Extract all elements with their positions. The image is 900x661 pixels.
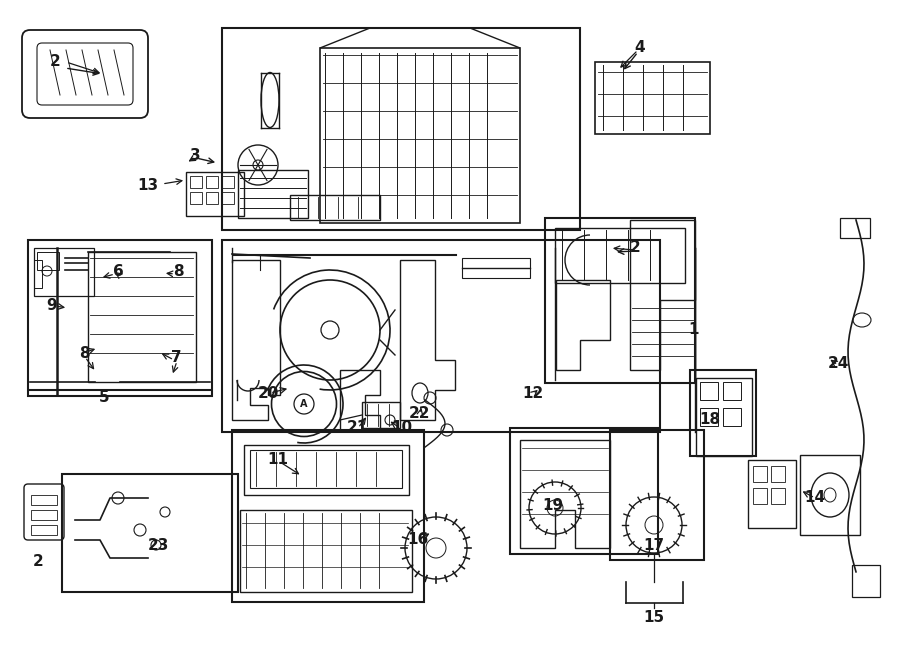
Bar	[232, 430, 424, 602]
Text: 9: 9	[47, 297, 58, 313]
Bar	[28, 240, 212, 396]
Bar	[34, 260, 42, 288]
Bar	[840, 218, 870, 238]
Bar	[696, 378, 752, 456]
Text: 5: 5	[99, 391, 109, 405]
Bar	[222, 176, 234, 188]
Bar	[222, 192, 234, 204]
Bar	[88, 252, 196, 382]
Bar	[190, 176, 202, 188]
Text: 21: 21	[346, 420, 367, 436]
Text: 15: 15	[644, 611, 664, 625]
Bar	[244, 445, 409, 495]
Bar	[290, 195, 380, 220]
Bar	[545, 218, 695, 383]
Bar	[700, 408, 718, 426]
Bar	[555, 228, 685, 283]
Text: 4: 4	[634, 40, 645, 56]
Bar	[206, 192, 218, 204]
Bar	[250, 450, 402, 488]
Bar	[723, 382, 741, 400]
Text: 14: 14	[805, 490, 825, 506]
Bar	[31, 510, 57, 520]
Bar	[31, 525, 57, 535]
Bar	[771, 488, 785, 504]
Bar	[206, 176, 218, 188]
Bar	[595, 62, 710, 134]
Bar	[723, 408, 741, 426]
Bar	[320, 48, 520, 223]
Bar	[462, 258, 530, 278]
Bar	[700, 382, 718, 400]
Bar	[362, 402, 400, 428]
Bar	[62, 474, 238, 592]
Bar	[222, 28, 580, 230]
Text: A: A	[301, 399, 308, 409]
Text: 22: 22	[410, 407, 431, 422]
Text: 8: 8	[78, 346, 89, 360]
Text: 13: 13	[138, 178, 158, 192]
Bar	[510, 428, 658, 554]
Bar	[34, 248, 94, 296]
Bar	[748, 460, 796, 528]
Text: 19: 19	[543, 498, 563, 512]
Bar	[238, 170, 308, 218]
Bar	[190, 192, 202, 204]
Text: 17: 17	[644, 537, 664, 553]
Bar	[753, 488, 767, 504]
Text: 18: 18	[699, 412, 721, 428]
Text: 23: 23	[148, 539, 168, 553]
Text: 1: 1	[688, 323, 699, 338]
Bar	[852, 565, 880, 597]
Text: 3: 3	[190, 147, 201, 163]
Text: 24: 24	[827, 356, 849, 371]
Text: 16: 16	[408, 531, 428, 547]
Text: 2: 2	[50, 54, 60, 69]
Bar	[800, 455, 860, 535]
Bar	[222, 240, 660, 432]
Bar	[240, 510, 412, 592]
Text: 2: 2	[630, 241, 641, 256]
Bar	[690, 370, 756, 456]
Bar	[771, 466, 785, 482]
Text: 10: 10	[392, 420, 412, 436]
Bar	[753, 466, 767, 482]
Bar	[610, 430, 704, 560]
Text: 6: 6	[112, 264, 123, 280]
Text: 11: 11	[267, 453, 289, 467]
Bar	[31, 495, 57, 505]
Text: 8: 8	[173, 264, 184, 280]
Bar	[37, 252, 59, 270]
Text: 12: 12	[522, 387, 544, 401]
Text: 20: 20	[257, 385, 279, 401]
Bar	[186, 172, 244, 216]
Text: 2: 2	[32, 555, 43, 570]
Text: 7: 7	[171, 350, 181, 366]
